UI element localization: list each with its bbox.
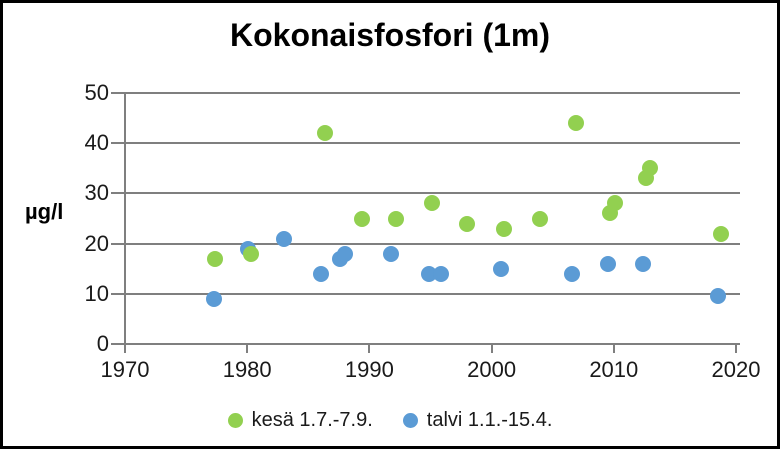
data-point-talvi	[635, 255, 652, 272]
gridline-y-40	[125, 142, 740, 145]
data-point-talvi	[493, 260, 510, 277]
data-point-kesa	[607, 195, 624, 212]
y-tick-20	[111, 242, 125, 245]
x-tick-label-1990: 1990	[344, 357, 394, 382]
data-point-talvi	[336, 245, 353, 262]
legend-item-talvi: talvi 1.1.-15.4.	[402, 408, 553, 432]
gridline-y-0	[125, 343, 740, 345]
y-tick-0	[111, 343, 125, 345]
y-tick-label-10: 10	[84, 280, 109, 306]
y-tick-30	[111, 192, 125, 195]
data-point-kesa	[567, 115, 584, 132]
data-point-talvi	[421, 265, 438, 282]
x-tick-2020	[735, 344, 737, 353]
gridline-y-20	[125, 242, 740, 245]
data-point-talvi	[564, 265, 581, 282]
data-point-kesa	[495, 220, 512, 237]
x-tick-1970	[124, 344, 126, 353]
x-tick-label-1980: 1980	[222, 357, 272, 382]
data-point-kesa	[317, 125, 334, 142]
gridline-y-30	[125, 192, 740, 195]
data-point-kesa	[713, 225, 730, 242]
data-point-talvi	[383, 245, 400, 262]
data-point-talvi	[312, 265, 329, 282]
legend: kesä 1.7.-7.9. talvi 1.1.-15.4.	[3, 408, 777, 432]
y-tick-label-30: 30	[84, 180, 109, 206]
data-point-kesa	[354, 210, 371, 227]
talvi-legend-label: talvi 1.1.-15.4.	[426, 409, 553, 431]
data-point-talvi	[709, 288, 726, 305]
data-point-talvi	[275, 230, 292, 247]
x-tick-label-1970: 1970	[100, 357, 150, 382]
legend-item-kesa: kesä 1.7.-7.9.	[227, 408, 373, 432]
y-tick-label-20: 20	[84, 230, 109, 256]
data-point-talvi	[599, 255, 616, 272]
data-point-kesa	[207, 250, 224, 267]
y-tick-label-0: 0	[96, 331, 109, 356]
data-point-kesa	[242, 245, 259, 262]
data-point-kesa	[423, 195, 440, 212]
x-tick-label-2000: 2000	[467, 357, 517, 382]
x-tick-1980	[246, 344, 249, 353]
data-point-kesa	[388, 210, 405, 227]
y-tick-50	[111, 92, 125, 94]
chart-title: Kokonaisfosfori (1m)	[229, 17, 551, 53]
kesa-legend-marker-icon	[227, 412, 243, 428]
x-tick-2010	[612, 344, 615, 353]
data-point-kesa	[459, 215, 476, 232]
y-tick-40	[111, 142, 125, 145]
data-point-kesa	[532, 210, 549, 227]
x-tick-label-2010: 2010	[589, 357, 639, 382]
data-point-talvi	[206, 290, 223, 307]
y-axis-unit-label: µg/l	[25, 199, 64, 224]
x-tick-label-2020: 2020	[711, 357, 761, 382]
gridline-y-10	[125, 292, 740, 295]
data-point-kesa	[642, 160, 659, 177]
x-tick-1990	[368, 344, 371, 353]
x-tick-2000	[490, 344, 493, 353]
gridline-y-50	[125, 92, 740, 94]
y-tick-label-50: 50	[84, 80, 109, 105]
y-axis-line	[124, 92, 126, 345]
data-point-talvi	[433, 265, 450, 282]
talvi-legend-marker-icon	[402, 412, 418, 428]
kesa-legend-label: kesä 1.7.-7.9.	[251, 409, 373, 431]
y-tick-label-40: 40	[84, 130, 109, 156]
y-tick-10	[111, 292, 125, 295]
